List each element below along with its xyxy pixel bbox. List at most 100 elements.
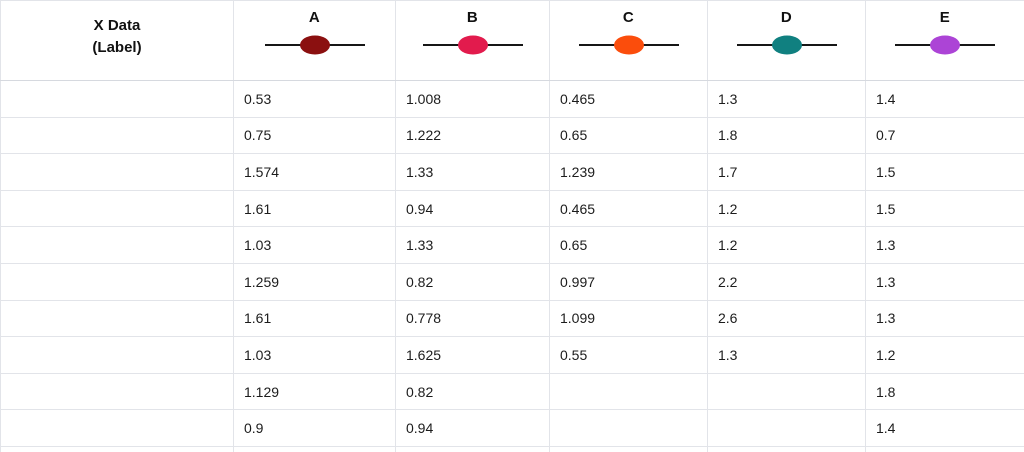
series-header-cell-c[interactable]: C — [549, 0, 708, 81]
value-cell-a[interactable]: 1.574 — [233, 153, 396, 191]
value-cell-b[interactable] — [395, 445, 550, 452]
value-cell-a[interactable]: 1.61 — [233, 189, 396, 228]
value-cell-d[interactable]: 2.2 — [707, 262, 866, 301]
marker-dot — [613, 35, 644, 55]
value-cell-a[interactable]: 1.259 — [233, 262, 396, 301]
series-label: B — [466, 9, 479, 26]
value-cell-e[interactable]: 1.5 — [865, 153, 1024, 191]
value-cell-e[interactable]: 1.8 — [865, 372, 1024, 411]
x-data-cell[interactable] — [0, 445, 234, 452]
value-cell-b[interactable]: 0.82 — [395, 262, 550, 301]
table-row: 1.574 1.33 1.239 1.7 1.5 — [0, 153, 1024, 191]
value-cell-a[interactable]: 1.03 — [233, 226, 396, 264]
series-label: D — [780, 9, 793, 26]
value-cell-c[interactable]: 1.099 — [549, 299, 708, 338]
value-cell-d[interactable]: 1.2 — [707, 189, 866, 228]
table-row: 1.03 1.33 0.65 1.2 1.3 — [0, 226, 1024, 264]
series-header-cell-e[interactable]: E — [865, 0, 1024, 81]
value-cell-a[interactable]: 0.53 — [233, 80, 396, 118]
value-cell-c[interactable]: 0.465 — [549, 189, 708, 228]
value-cell-a[interactable]: 0.75 — [233, 116, 396, 155]
table-row: 1.61 0.94 0.465 1.2 1.5 — [0, 189, 1024, 228]
value-cell-a[interactable]: 1.129 — [233, 372, 396, 411]
value-cell-e[interactable]: 1.3 — [865, 226, 1024, 264]
x-data-header-cell[interactable]: X Data (Label) — [0, 0, 234, 81]
x-data-cell[interactable] — [0, 372, 234, 411]
value-cell-d[interactable]: 1.3 — [707, 80, 866, 118]
value-cell-e[interactable] — [865, 445, 1024, 452]
table-row: 0.53 1.008 0.465 1.3 1.4 — [0, 80, 1024, 118]
value-cell-b[interactable]: 1.222 — [395, 116, 550, 155]
marker-dot — [457, 35, 488, 55]
table-row: 1.129 0.82 1.8 — [0, 372, 1024, 411]
table-row: 1.61 0.778 1.099 2.6 1.3 — [0, 299, 1024, 338]
value-cell-d[interactable]: 1.8 — [707, 116, 866, 155]
series-line-marker-icon — [422, 35, 523, 55]
value-cell-e[interactable]: 1.3 — [865, 262, 1024, 301]
value-cell-b[interactable]: 1.625 — [395, 336, 550, 374]
x-data-cell[interactable] — [0, 262, 234, 301]
x-data-cell[interactable] — [0, 116, 234, 155]
value-cell-d[interactable]: 2.6 — [707, 299, 866, 338]
value-cell-b[interactable]: 0.94 — [395, 409, 550, 447]
value-cell-b[interactable]: 0.82 — [395, 372, 550, 411]
value-cell-e[interactable]: 1.5 — [865, 189, 1024, 228]
value-cell-b[interactable]: 1.33 — [395, 153, 550, 191]
value-cell-c[interactable] — [549, 445, 708, 452]
series-line-marker-icon — [895, 35, 995, 55]
x-data-cell[interactable] — [0, 189, 234, 228]
value-cell-c[interactable]: 0.65 — [549, 116, 708, 155]
table-row: 0.75 1.222 0.65 1.8 0.7 — [0, 116, 1024, 155]
x-header-line2: (Label) — [92, 38, 142, 56]
value-cell-d[interactable] — [707, 409, 866, 447]
value-cell-d[interactable] — [707, 445, 866, 452]
value-cell-c[interactable]: 0.465 — [549, 80, 708, 118]
table-row: 0.9 0.94 1.4 — [0, 409, 1024, 447]
marker-dot — [299, 35, 330, 55]
value-cell-d[interactable]: 1.2 — [707, 226, 866, 264]
x-data-cell[interactable] — [0, 409, 234, 447]
series-line-marker-icon — [264, 35, 365, 55]
x-header-line1: X Data — [93, 17, 141, 34]
x-data-cell[interactable] — [0, 226, 234, 264]
table-row: 1.03 1.625 0.55 1.3 1.2 — [0, 336, 1024, 374]
table-body: 0.53 1.008 0.465 1.3 1.4 0.75 1.222 0.65 1.8 0.7 1… — [0, 80, 1024, 452]
series-line-marker-icon — [736, 35, 837, 55]
value-cell-d[interactable]: 1.7 — [707, 153, 866, 191]
value-cell-c[interactable]: 1.239 — [549, 153, 708, 191]
value-cell-c[interactable] — [549, 372, 708, 411]
x-data-cell[interactable] — [0, 336, 234, 374]
value-cell-e[interactable]: 1.4 — [865, 80, 1024, 118]
series-label: E — [939, 9, 951, 26]
value-cell-a[interactable]: 1.61 — [233, 299, 396, 338]
x-data-cell[interactable] — [0, 80, 234, 118]
value-cell-b[interactable]: 1.008 — [395, 80, 550, 118]
value-cell-b[interactable]: 0.94 — [395, 189, 550, 228]
value-cell-b[interactable]: 1.33 — [395, 226, 550, 264]
value-cell-c[interactable]: 0.997 — [549, 262, 708, 301]
value-cell-a[interactable] — [233, 445, 396, 452]
value-cell-e[interactable]: 0.7 — [865, 116, 1024, 155]
value-cell-d[interactable]: 1.3 — [707, 336, 866, 374]
series-header-cell-d[interactable]: D — [707, 0, 866, 81]
value-cell-c[interactable]: 0.65 — [549, 226, 708, 264]
series-header-cell-b[interactable]: B — [395, 0, 550, 81]
value-cell-a[interactable]: 1.03 — [233, 336, 396, 374]
value-cell-d[interactable] — [707, 372, 866, 411]
value-cell-e[interactable]: 1.4 — [865, 409, 1024, 447]
value-cell-a[interactable]: 0.9 — [233, 409, 396, 447]
x-data-cell[interactable] — [0, 299, 234, 338]
value-cell-c[interactable] — [549, 409, 708, 447]
value-cell-c[interactable]: 0.55 — [549, 336, 708, 374]
series-label: C — [622, 9, 635, 26]
series-label: A — [308, 9, 321, 26]
marker-dot — [930, 35, 960, 55]
value-cell-e[interactable]: 1.3 — [865, 299, 1024, 338]
value-cell-e[interactable]: 1.2 — [865, 336, 1024, 374]
x-data-cell[interactable] — [0, 153, 234, 191]
value-cell-b[interactable]: 0.778 — [395, 299, 550, 338]
series-header-cell-a[interactable]: A — [233, 0, 396, 81]
header-row: X Data (Label) A B C D E — [0, 0, 1024, 81]
